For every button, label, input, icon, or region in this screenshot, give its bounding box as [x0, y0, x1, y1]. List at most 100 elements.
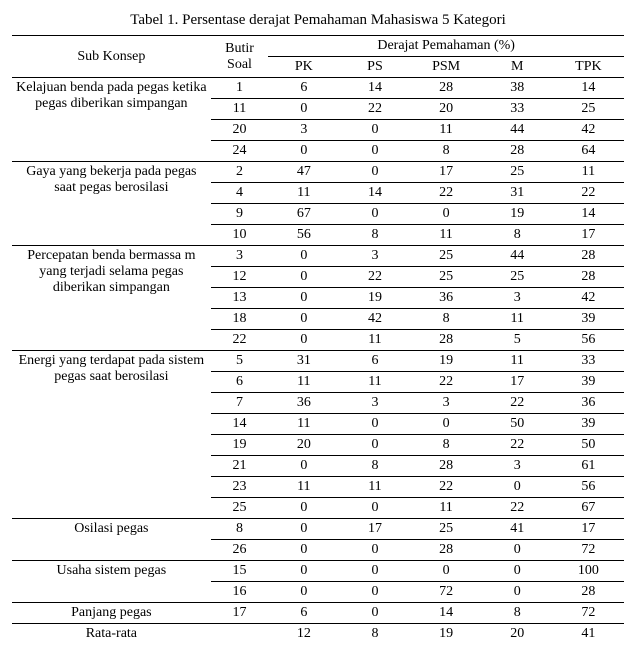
value-cell: 8	[482, 603, 553, 624]
value-cell: 19	[339, 288, 410, 309]
value-cell: 0	[339, 540, 410, 561]
value-cell: 14	[339, 78, 410, 99]
value-cell: 36	[411, 288, 482, 309]
butir-cell: 5	[211, 351, 269, 372]
value-cell: 8	[411, 309, 482, 330]
subkonsep-label: Usaha sistem pegas	[12, 561, 211, 603]
value-cell: 3	[339, 393, 410, 414]
value-cell: 64	[553, 141, 624, 162]
value-cell: 3	[482, 288, 553, 309]
value-cell: 42	[339, 309, 410, 330]
value-cell: 3	[482, 456, 553, 477]
butir-cell: 25	[211, 498, 269, 519]
value-cell: 28	[553, 246, 624, 267]
value-cell: 8	[411, 141, 482, 162]
value-cell: 100	[553, 561, 624, 582]
value-cell: 28	[411, 456, 482, 477]
value-cell: 28	[411, 330, 482, 351]
value-cell: 20	[411, 99, 482, 120]
butir-cell: 24	[211, 141, 269, 162]
value-cell: 19	[411, 351, 482, 372]
butir-cell: 13	[211, 288, 269, 309]
value-cell: 22	[411, 372, 482, 393]
col-ps: PS	[339, 57, 410, 78]
value-cell: 19	[482, 204, 553, 225]
col-psm: PSM	[411, 57, 482, 78]
butir-cell: 6	[211, 372, 269, 393]
value-cell: 6	[339, 351, 410, 372]
value-cell: 0	[268, 561, 339, 582]
value-cell: 3	[411, 393, 482, 414]
value-cell: 0	[268, 246, 339, 267]
subkonsep-label: Gaya yang bekerja pada pegas saat pegas …	[12, 162, 211, 246]
value-cell: 0	[268, 267, 339, 288]
value-cell: 42	[553, 288, 624, 309]
value-cell: 11	[482, 351, 553, 372]
value-cell: 33	[553, 351, 624, 372]
col-butir: Butir Soal	[211, 36, 269, 78]
value-cell: 28	[553, 582, 624, 603]
value-cell: 0	[411, 204, 482, 225]
value-cell: 28	[482, 141, 553, 162]
value-cell: 11	[339, 330, 410, 351]
value-cell: 11	[411, 498, 482, 519]
value-cell: 0	[268, 582, 339, 603]
butir-cell: 2	[211, 162, 269, 183]
value-cell: 25	[411, 246, 482, 267]
butir-cell: 1	[211, 78, 269, 99]
value-cell: 0	[339, 204, 410, 225]
value-cell: 0	[268, 141, 339, 162]
col-m: M	[482, 57, 553, 78]
value-cell: 42	[553, 120, 624, 141]
value-cell: 11	[553, 162, 624, 183]
butir-cell: 10	[211, 225, 269, 246]
col-pk: PK	[268, 57, 339, 78]
value-cell: 72	[553, 603, 624, 624]
value-cell: 44	[482, 246, 553, 267]
value-cell: 11	[268, 183, 339, 204]
value-cell: 17	[553, 225, 624, 246]
butir-cell: 12	[211, 267, 269, 288]
value-cell: 56	[553, 330, 624, 351]
value-cell: 17	[482, 372, 553, 393]
value-cell: 0	[482, 540, 553, 561]
value-cell: 17	[339, 519, 410, 540]
value-cell: 0	[268, 288, 339, 309]
value-cell: 0	[339, 120, 410, 141]
value-cell: 33	[482, 99, 553, 120]
value-cell: 28	[411, 78, 482, 99]
value-cell: 6	[268, 78, 339, 99]
butir-cell: 18	[211, 309, 269, 330]
value-cell: 61	[553, 456, 624, 477]
value-cell: 25	[482, 267, 553, 288]
value-cell: 14	[553, 204, 624, 225]
value-cell: 39	[553, 372, 624, 393]
subkonsep-label: Percepatan benda bermassa m yang terjadi…	[12, 246, 211, 351]
butir-cell: 9	[211, 204, 269, 225]
value-cell: 0	[268, 456, 339, 477]
value-cell: 56	[553, 477, 624, 498]
value-cell: 38	[482, 78, 553, 99]
value-cell: 0	[268, 540, 339, 561]
value-cell: 8	[339, 225, 410, 246]
butir-cell: 7	[211, 393, 269, 414]
value-cell: 0	[411, 561, 482, 582]
value-cell: 8	[339, 456, 410, 477]
value-cell: 0	[411, 414, 482, 435]
value-cell: 41	[482, 519, 553, 540]
value-cell: 17	[411, 162, 482, 183]
value-cell: 22	[339, 99, 410, 120]
value-cell: 3	[268, 120, 339, 141]
value-cell: 36	[553, 393, 624, 414]
value-cell: 5	[482, 330, 553, 351]
footer-label: Rata-rata	[12, 624, 211, 645]
value-cell: 11	[482, 309, 553, 330]
value-cell: 3	[339, 246, 410, 267]
value-cell: 36	[268, 393, 339, 414]
butir-cell: 20	[211, 120, 269, 141]
value-cell: 0	[268, 309, 339, 330]
value-cell: 22	[482, 498, 553, 519]
footer-cell: 8	[339, 624, 410, 645]
value-cell: 22	[482, 393, 553, 414]
value-cell: 8	[482, 225, 553, 246]
